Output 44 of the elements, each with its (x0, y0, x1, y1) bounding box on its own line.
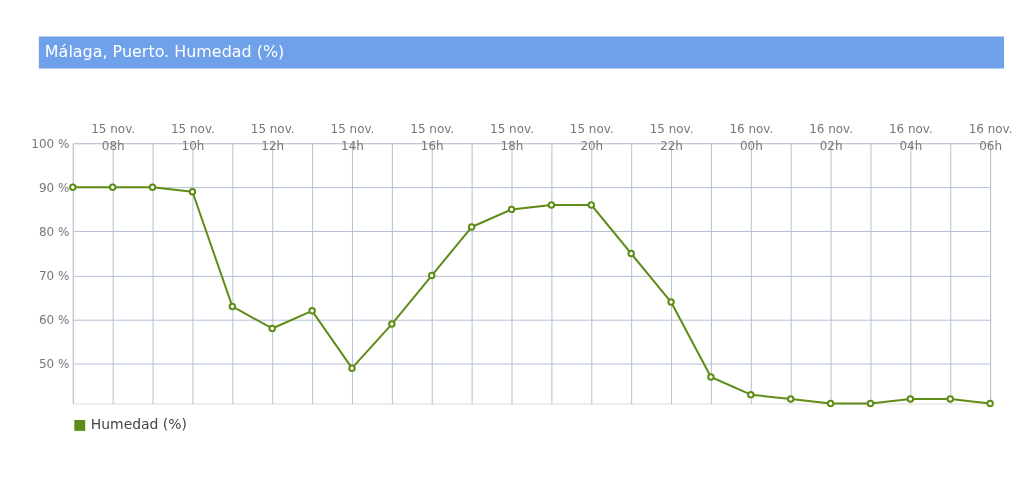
y-tick-label: 80 % (38, 224, 70, 239)
point (667, 298, 675, 306)
point (547, 201, 556, 209)
x-tick-label: 15 nov. 14h (330, 121, 375, 153)
point (467, 223, 476, 231)
point (906, 395, 915, 403)
point (707, 373, 715, 381)
y-tick-label: 50 % (38, 357, 70, 372)
point (627, 249, 635, 258)
x-tick-label: 16 nov. 06h (968, 121, 1013, 153)
point (866, 399, 875, 408)
point (986, 399, 994, 408)
x-tick-label: 15 nov. 16h (410, 121, 455, 153)
point (587, 201, 596, 209)
x-tick-label: 15 nov. 18h (490, 121, 534, 153)
x-tick-label: 15 nov. 12h (250, 121, 295, 153)
x-tick-label: 16 nov. 00h (729, 121, 774, 153)
x-tick-label: 15 nov. 20h (569, 121, 614, 153)
x-tick-label: 15 nov. 22h (649, 121, 694, 153)
y-tick-label: 70 % (38, 269, 70, 284)
chart-title: Málaga, Puerto. Humedad (%) (44, 42, 285, 62)
point (348, 364, 356, 372)
x-tick-label: 16 nov. 02h (809, 121, 854, 153)
x-tick-label: 15 nov. 08h (91, 121, 136, 153)
x-tick-label: 16 nov. 04h (888, 121, 933, 153)
y-tick-label: 90 % (38, 180, 70, 195)
point (188, 188, 197, 196)
point (946, 395, 954, 403)
point (507, 205, 516, 214)
point (747, 390, 755, 399)
point (308, 307, 316, 315)
point (428, 271, 436, 280)
point (69, 183, 77, 192)
point (268, 324, 276, 333)
point (826, 399, 835, 408)
y-tick-label: 60 % (38, 313, 70, 328)
x-tick-label: 15 nov. 10h (171, 121, 215, 153)
point (228, 302, 237, 311)
y-tick-label: 100 % (31, 136, 70, 151)
legend-label: Humedad (%) (90, 416, 187, 433)
point (148, 183, 157, 192)
point (786, 395, 795, 403)
point (388, 320, 396, 328)
point (108, 183, 117, 192)
